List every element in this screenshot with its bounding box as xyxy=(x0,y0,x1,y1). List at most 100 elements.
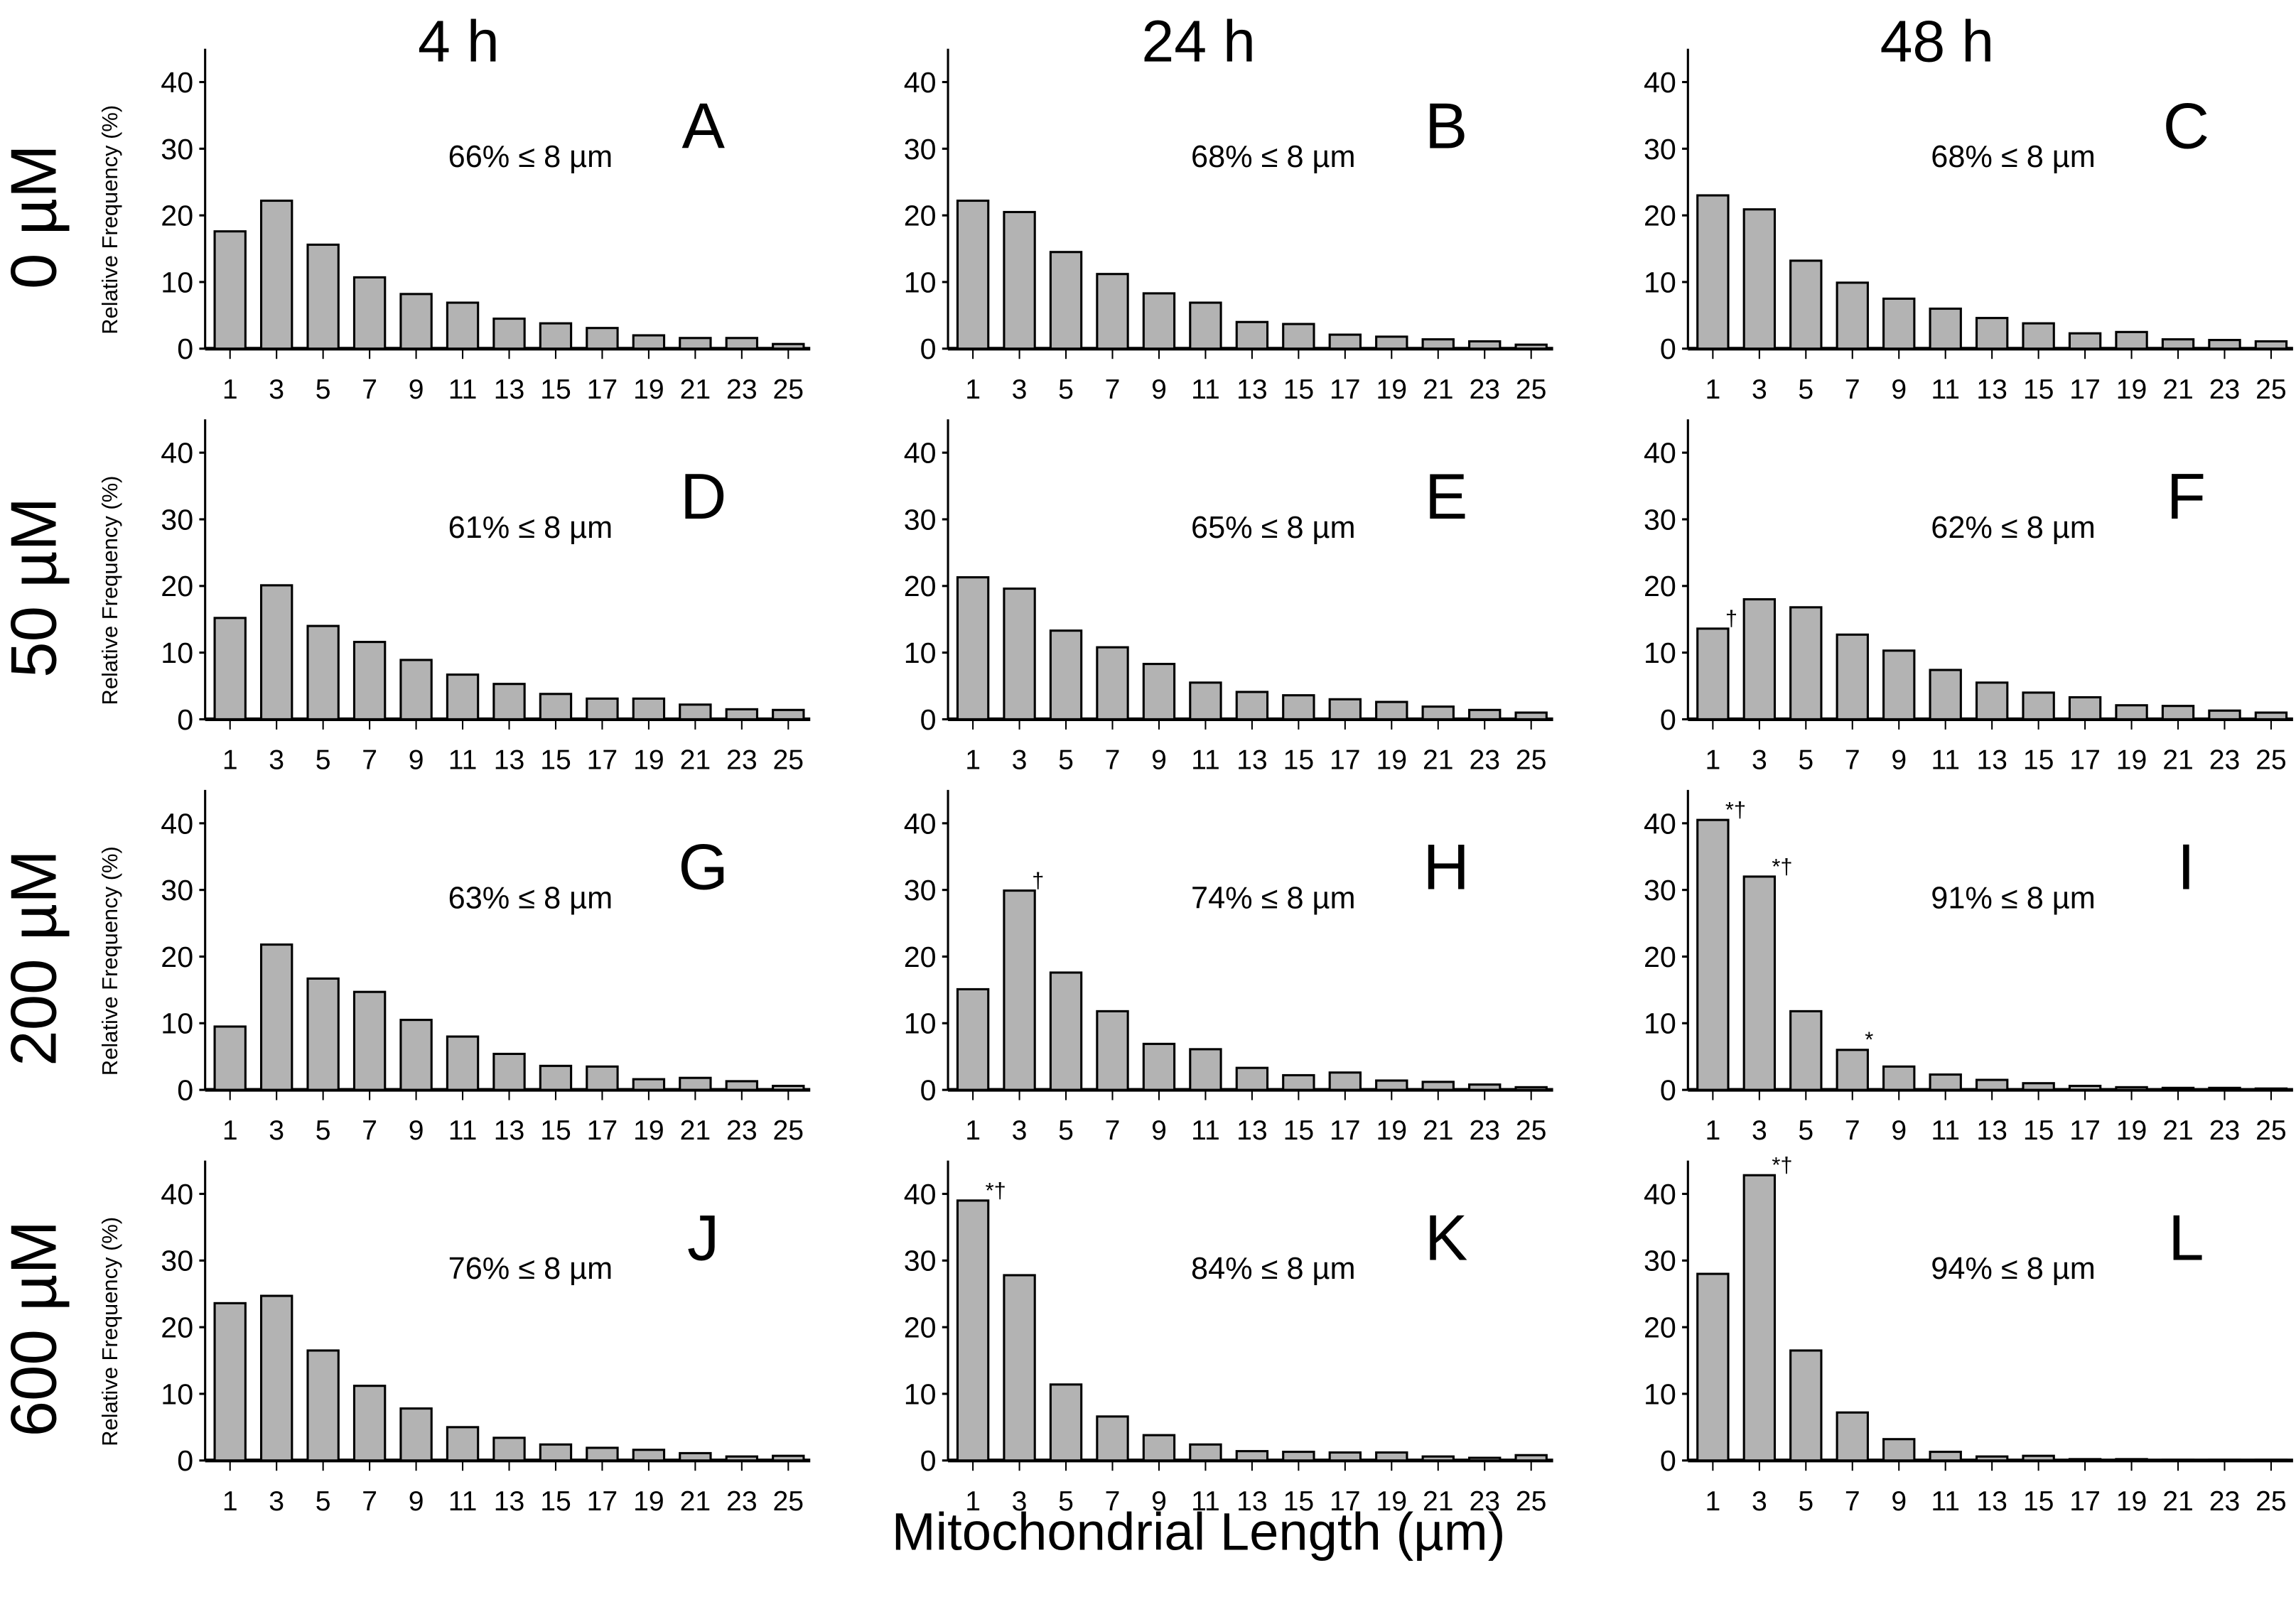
x-tick-label: 13 xyxy=(494,1115,525,1146)
bar-L-11 xyxy=(1929,1451,1962,1462)
bar-A-21 xyxy=(679,337,712,350)
x-tick-label: 5 xyxy=(316,374,331,405)
y-tick-label: 20 xyxy=(904,570,937,602)
x-tick-label: 15 xyxy=(2023,1115,2054,1146)
y-tick-label: 20 xyxy=(1644,1311,1676,1344)
x-tick-label: 19 xyxy=(633,1486,664,1517)
y-tick-label: 10 xyxy=(904,1378,937,1410)
panel-F: 0 10 20 30 40 1 † 3 5 7 9 11 13 15 17 19 21 23 25 62% ≤ 8 µ… xyxy=(1644,419,2293,776)
bar-L-23 xyxy=(2208,1459,2241,1462)
significance-mark: *† xyxy=(1772,854,1792,879)
bar-D-1 xyxy=(213,617,247,720)
bar-C-11 xyxy=(1929,307,1962,350)
bar-D-9 xyxy=(399,659,433,720)
panel-letter: D xyxy=(680,461,727,533)
y-tick-label: 30 xyxy=(1644,503,1676,536)
bar-H-15 xyxy=(1282,1073,1315,1091)
bar-A-25 xyxy=(772,342,805,350)
bar-A-23 xyxy=(725,337,759,350)
x-tick-label: 17 xyxy=(2069,745,2101,776)
bar-E-15 xyxy=(1282,694,1315,720)
x-tick-label: 3 xyxy=(1752,1486,1767,1517)
x-tick-label: 11 xyxy=(448,374,478,405)
bar-A-11 xyxy=(446,301,480,350)
x-tick-label: 7 xyxy=(1845,374,1860,405)
significance-mark: † xyxy=(1725,606,1737,631)
significance-mark: *† xyxy=(1772,1152,1792,1177)
bar-B-25 xyxy=(1514,343,1548,350)
bar-B-17 xyxy=(1328,333,1362,350)
percent-annotation: 61% ≤ 8 µm xyxy=(448,511,613,545)
x-tick-label: 13 xyxy=(1236,374,1268,405)
x-tick-label: 23 xyxy=(1469,374,1500,405)
x-tick-label: 25 xyxy=(2255,374,2287,405)
bar-E-7 xyxy=(1096,646,1129,720)
x-tick-label: 3 xyxy=(269,1115,284,1146)
x-tick-label: 7 xyxy=(1845,1115,1860,1146)
bar-I-11 xyxy=(1929,1073,1962,1091)
bar-E-11 xyxy=(1189,681,1222,720)
x-tick-label: 23 xyxy=(1469,1115,1500,1146)
significance-mark: *† xyxy=(1725,797,1746,822)
x-tick-label: 23 xyxy=(2209,374,2241,405)
bar-A-1 xyxy=(213,230,247,350)
y-tick-label: 40 xyxy=(161,66,193,99)
bar-I-13 xyxy=(1975,1078,2009,1091)
x-tick-label: 11 xyxy=(1191,374,1220,405)
x-tick-label: 9 xyxy=(1891,1115,1907,1146)
bar-B-23 xyxy=(1468,340,1502,350)
x-tick-label: 9 xyxy=(409,1115,424,1146)
bar-F-25 xyxy=(2254,711,2288,720)
bar-K-15 xyxy=(1282,1451,1315,1462)
x-tick-label: 1 xyxy=(222,1486,238,1517)
bar-D-19 xyxy=(632,697,666,720)
bar-I-7 xyxy=(1836,1049,1869,1091)
x-tick-label: 19 xyxy=(633,374,664,405)
x-tick-label: 19 xyxy=(1376,745,1408,776)
panel-letter: F xyxy=(2167,461,2206,533)
x-tick-label: 19 xyxy=(2116,374,2147,405)
bar-D-11 xyxy=(446,673,480,720)
x-tick-label: 23 xyxy=(726,745,758,776)
bar-J-5 xyxy=(306,1349,340,1462)
bar-I-23 xyxy=(2208,1086,2241,1091)
bar-F-11 xyxy=(1929,669,1962,720)
bar-C-15 xyxy=(2022,322,2055,350)
panel-letter: B xyxy=(1425,90,1468,162)
y-tick-label: 0 xyxy=(920,703,937,736)
bar-G-23 xyxy=(725,1080,759,1091)
y-tick-label: 30 xyxy=(904,1245,937,1277)
bar-C-17 xyxy=(2068,332,2102,350)
y-tick-label: 20 xyxy=(904,200,937,232)
y-axis-label-row3: Relative Frequency (%) xyxy=(97,846,122,1076)
bar-B-3 xyxy=(1003,210,1036,350)
x-tick-label: 1 xyxy=(965,745,981,776)
y-tick-label: 30 xyxy=(904,503,937,536)
x-tick-label: 13 xyxy=(1976,1486,2007,1517)
x-tick-label: 11 xyxy=(1191,1486,1220,1517)
y-tick-label: 40 xyxy=(904,807,937,840)
x-tick-label: 13 xyxy=(1236,745,1268,776)
x-tick-label: 25 xyxy=(2255,1115,2287,1146)
bar-F-21 xyxy=(2161,705,2195,720)
bar-E-19 xyxy=(1375,700,1408,720)
bar-E-9 xyxy=(1142,663,1176,720)
y-tick-label: 30 xyxy=(904,874,937,907)
bar-J-23 xyxy=(725,1455,759,1462)
y-tick-label: 30 xyxy=(161,1245,193,1277)
bar-K-7 xyxy=(1096,1415,1129,1462)
bar-E-25 xyxy=(1514,711,1548,720)
bar-G-7 xyxy=(352,990,387,1091)
bar-B-5 xyxy=(1049,251,1083,350)
x-tick-label: 3 xyxy=(269,745,284,776)
bar-K-13 xyxy=(1235,1450,1269,1462)
bar-H-1 xyxy=(956,988,990,1091)
bar-B-7 xyxy=(1096,273,1129,350)
x-tick-label: 1 xyxy=(222,745,238,776)
bar-L-5 xyxy=(1789,1349,1823,1462)
y-tick-label: 10 xyxy=(904,266,937,298)
y-tick-label: 10 xyxy=(161,266,193,298)
percent-annotation: 66% ≤ 8 µm xyxy=(448,140,613,174)
x-tick-label: 9 xyxy=(409,374,424,405)
